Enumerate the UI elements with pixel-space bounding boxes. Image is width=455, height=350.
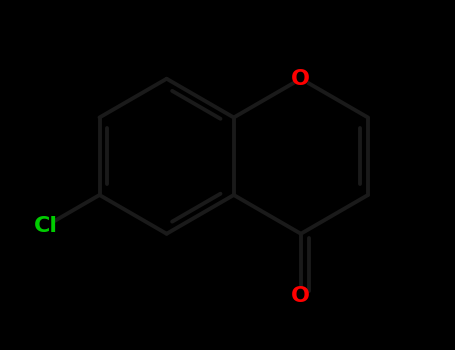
Text: Cl: Cl	[34, 216, 58, 236]
Circle shape	[294, 289, 308, 303]
Circle shape	[39, 219, 53, 233]
Text: O: O	[291, 69, 310, 89]
Text: O: O	[291, 286, 310, 306]
Circle shape	[294, 72, 308, 86]
